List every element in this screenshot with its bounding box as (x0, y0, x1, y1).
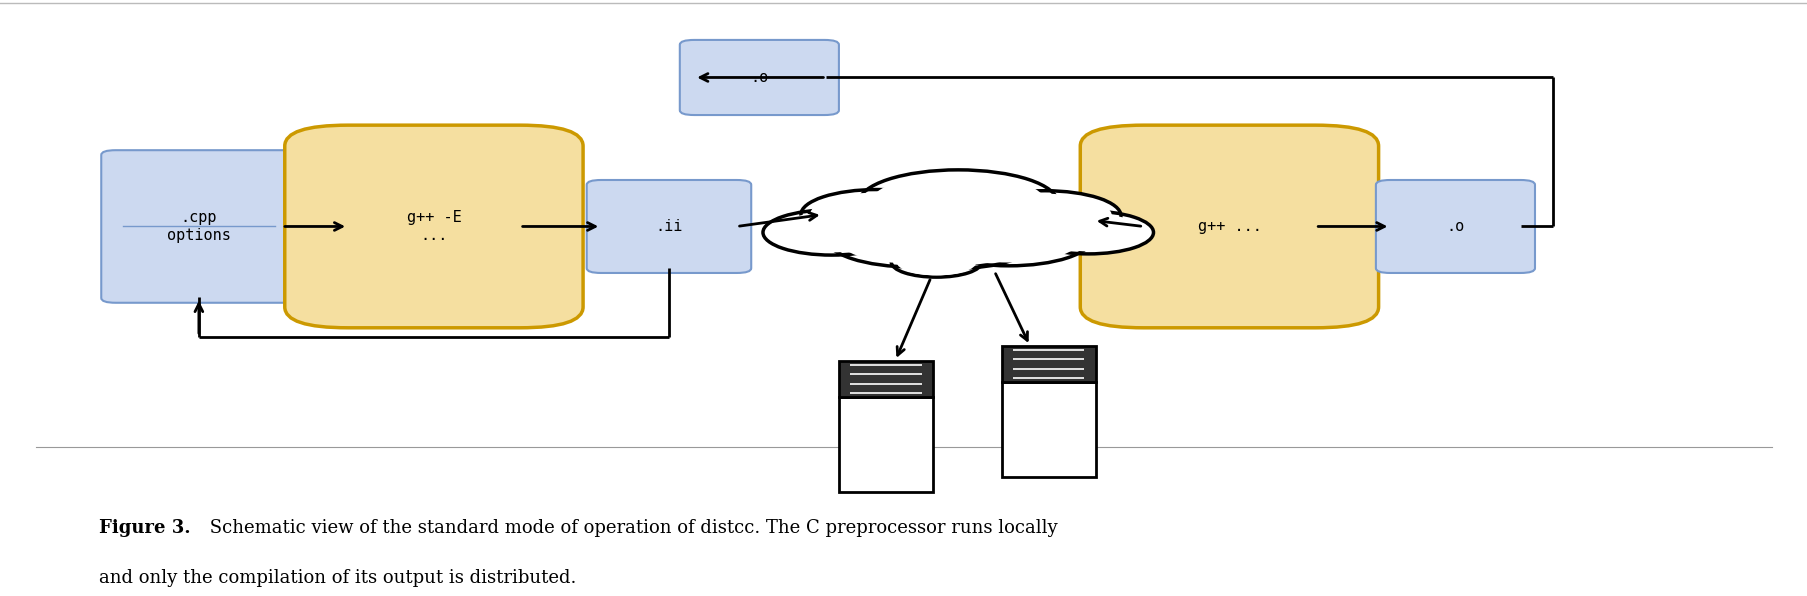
FancyBboxPatch shape (1001, 346, 1095, 383)
Circle shape (858, 170, 1057, 235)
FancyBboxPatch shape (1081, 125, 1379, 328)
Circle shape (763, 210, 900, 255)
Circle shape (894, 224, 1021, 265)
Text: g++ ...: g++ ... (1196, 219, 1261, 234)
Circle shape (801, 190, 952, 240)
Text: Schematic view of the standard mode of operation of distcc. The C preprocessor r: Schematic view of the standard mode of o… (204, 519, 1057, 536)
Circle shape (826, 210, 999, 267)
Text: .ii: .ii (654, 219, 683, 234)
FancyBboxPatch shape (838, 398, 932, 492)
Circle shape (772, 213, 891, 252)
Text: .o: .o (1446, 219, 1464, 234)
Text: .cpp
options: .cpp options (166, 210, 231, 243)
FancyBboxPatch shape (585, 180, 752, 273)
FancyBboxPatch shape (1375, 180, 1534, 273)
Circle shape (896, 249, 976, 275)
Text: .o: .o (750, 70, 768, 85)
Circle shape (871, 174, 1044, 231)
FancyBboxPatch shape (1001, 383, 1095, 477)
Circle shape (810, 193, 943, 237)
Circle shape (1023, 211, 1153, 254)
FancyBboxPatch shape (101, 150, 296, 303)
Circle shape (885, 221, 1030, 268)
Circle shape (1030, 213, 1146, 252)
Text: Figure 3.: Figure 3. (99, 519, 192, 536)
Circle shape (936, 215, 1081, 262)
FancyBboxPatch shape (286, 125, 582, 328)
Text: g++ -E
...: g++ -E ... (407, 210, 461, 243)
Circle shape (891, 247, 981, 277)
FancyBboxPatch shape (838, 361, 932, 398)
Circle shape (837, 213, 988, 263)
Circle shape (969, 191, 1120, 241)
Circle shape (978, 194, 1111, 238)
Circle shape (925, 211, 1091, 266)
Text: and only the compilation of its output is distributed.: and only the compilation of its output i… (99, 569, 576, 587)
FancyBboxPatch shape (679, 40, 838, 115)
